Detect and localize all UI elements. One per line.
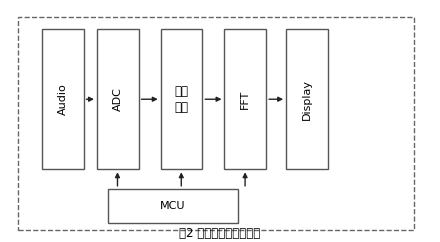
Bar — [18, 17, 414, 230]
Bar — [286, 29, 328, 169]
Text: Audio: Audio — [58, 83, 68, 115]
Text: ADC: ADC — [113, 87, 123, 111]
Bar — [97, 29, 139, 169]
Bar — [42, 29, 84, 169]
Bar — [224, 29, 266, 169]
Text: 数据
存储: 数据 存储 — [175, 85, 188, 114]
Text: MCU: MCU — [160, 201, 185, 211]
Text: Display: Display — [302, 79, 312, 120]
Text: 图2 频谱分析仪系统框图: 图2 频谱分析仪系统框图 — [180, 227, 260, 240]
Bar — [161, 29, 202, 169]
Bar — [108, 189, 238, 223]
Text: FFT: FFT — [240, 90, 250, 109]
